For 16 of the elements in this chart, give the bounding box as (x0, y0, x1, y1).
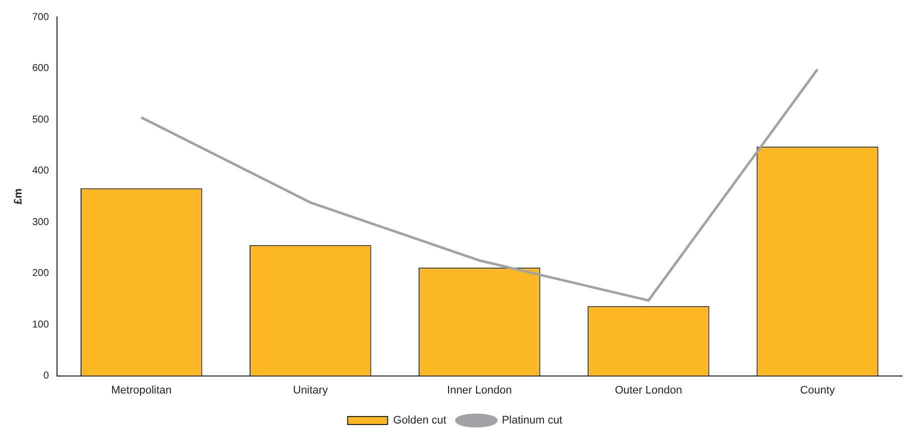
legend-label: Golden cut (393, 414, 446, 427)
y-tick-label: 100 (32, 319, 50, 330)
x-tick-label: Inner London (447, 384, 512, 396)
legend-label: Platinum cut (502, 414, 562, 427)
y-tick-label: 700 (32, 12, 50, 23)
y-axis-title: £m (12, 188, 25, 204)
x-tick-label: Outer London (614, 384, 682, 396)
y-tick-label: 300 (32, 216, 50, 228)
y-tick-label: 400 (32, 166, 50, 177)
y-tick-label: 600 (32, 63, 50, 74)
x-tick-label: Unitary (292, 384, 328, 396)
x-tick-label: Metropolitan (111, 384, 172, 396)
x-tick-label: County (800, 384, 836, 396)
y-tick-label: 500 (32, 114, 50, 126)
y-tick-label: 0 (43, 370, 50, 382)
y-tick-label: 200 (32, 268, 50, 280)
